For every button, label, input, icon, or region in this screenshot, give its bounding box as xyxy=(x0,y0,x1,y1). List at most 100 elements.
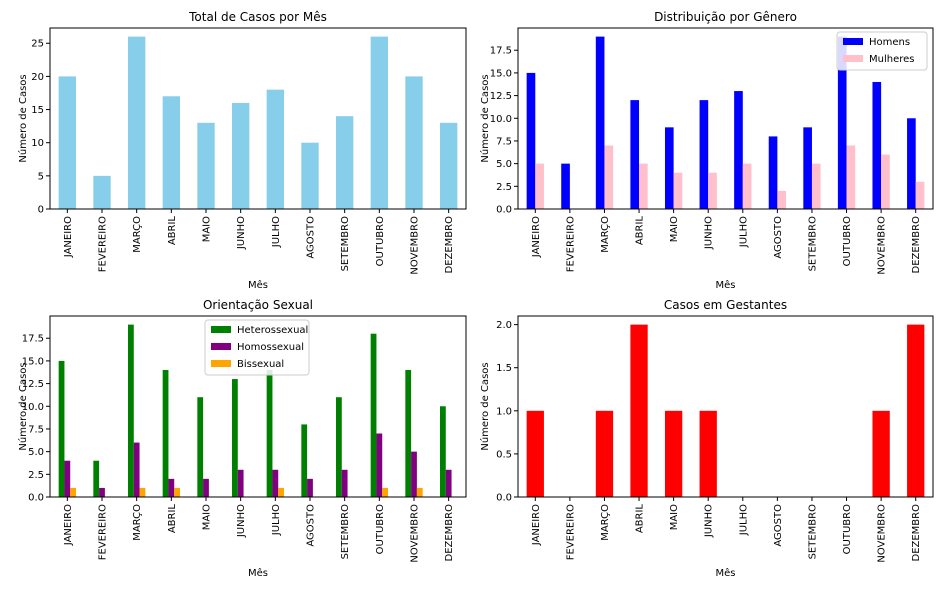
bar-value-dezembro xyxy=(440,122,458,209)
bar-value-abril xyxy=(162,96,180,209)
bar-heterossexual-setembro xyxy=(336,397,342,497)
bar-heterossexual-fevereiro xyxy=(93,460,100,497)
bar-homossexual-julho xyxy=(272,469,279,497)
bar-value-junho xyxy=(232,102,250,209)
y-tick-label: 2.5 xyxy=(28,470,44,481)
bar-homossexual-janeiro xyxy=(64,460,71,497)
x-tick-label: JUNHO xyxy=(236,504,247,538)
bar-homossexual-setembro xyxy=(341,469,348,497)
legend-swatch-heterossexual xyxy=(211,326,231,333)
x-tick-label: AGOSTO xyxy=(773,504,784,547)
legend-label-bissexual: Bissexual xyxy=(237,359,284,370)
bar-value-junho xyxy=(699,410,717,497)
bar-homens-fevereiro xyxy=(561,163,570,209)
bar-mulheres-julho xyxy=(742,163,752,209)
bar-mulheres-novembro xyxy=(881,154,890,209)
x-tick-label: JANEIRO xyxy=(531,504,542,546)
bar-homossexual-maio xyxy=(203,478,209,497)
bar-homens-junho xyxy=(699,100,709,209)
x-tick-label: AGOSTO xyxy=(773,216,784,259)
x-tick-label: JUNHO xyxy=(236,216,247,250)
bar-heterossexual-agosto xyxy=(301,424,308,497)
bar-mulheres-agosto xyxy=(777,190,787,209)
bar-heterossexual-junho xyxy=(232,379,238,497)
legend-swatch-bissexual xyxy=(211,360,231,367)
chart-panel-4: 0.0 0.5 1.0 1.5 2.0 JANEIRO FEVEREIRO MARÇO ABRI… xyxy=(479,298,934,579)
bar-homossexual-abril xyxy=(168,478,175,497)
x-tick-label: ABRIL xyxy=(635,504,646,534)
legend-label-heterossexual: Heterossexual xyxy=(237,325,308,336)
x-tick-label: OUTUBRO xyxy=(842,216,853,266)
bar-homens-outubro xyxy=(837,36,847,209)
x-tick-label: JULHO xyxy=(271,504,282,536)
y-tick-label: 1.0 xyxy=(496,406,512,417)
y-tick-label: 0.0 xyxy=(496,493,512,504)
x-tick-label: JANEIRO xyxy=(63,504,74,546)
bar-value-outubro xyxy=(370,36,388,209)
bar-value-janeiro xyxy=(58,76,76,210)
x-tick-label: MARÇO xyxy=(600,216,611,253)
bar-mulheres-janeiro xyxy=(535,163,544,209)
bar-heterossexual-dezembro xyxy=(440,406,446,497)
bar-heterossexual-janeiro xyxy=(58,360,65,497)
bar-homossexual-junho xyxy=(237,469,244,497)
y-tick-label: 10.0 xyxy=(490,114,512,125)
bar-value-maio xyxy=(664,410,683,497)
y-tick-label: 0 xyxy=(38,205,44,216)
y-tick-label: 0.0 xyxy=(28,493,44,504)
x-tick-label: MAIO xyxy=(202,504,213,530)
y-tick-label: 5.0 xyxy=(28,447,44,458)
bar-homens-março xyxy=(595,36,605,209)
bar-homossexual-novembro xyxy=(411,451,417,497)
x-tick-label: JULHO xyxy=(738,504,749,536)
bar-heterossexual-novembro xyxy=(405,369,412,497)
bar-mulheres-setembro xyxy=(811,163,821,209)
y-tick-label: 12.5 xyxy=(490,91,512,102)
bar-homossexual-outubro xyxy=(376,433,383,497)
legend-swatch-homens xyxy=(843,38,863,45)
bar-homens-abril xyxy=(630,100,640,209)
x-tick-label: SETEMBRO xyxy=(340,504,351,560)
x-tick-label: MAIO xyxy=(669,216,680,242)
x-tick-label: OUTUBRO xyxy=(375,504,386,554)
y-tick-label: 20 xyxy=(31,72,44,83)
x-tick-label: MARÇO xyxy=(132,504,143,541)
y-axis-label: Número de Casos xyxy=(17,362,29,450)
x-tick-label: FEVEREIRO xyxy=(98,504,109,560)
plot-frame xyxy=(49,27,467,210)
x-tick-label: SETEMBRO xyxy=(807,504,818,560)
y-axis-label: Número de Casos xyxy=(479,74,491,162)
bar-homens-julho xyxy=(734,91,743,209)
bar-heterossexual-abril xyxy=(162,369,169,497)
y-axis-label: Número de Casos xyxy=(17,74,29,162)
bar-homens-setembro xyxy=(803,127,812,209)
y-tick-label: 0.0 xyxy=(496,205,512,216)
bar-value-novembro xyxy=(872,410,890,497)
x-tick-label: DEZEMBRO xyxy=(444,216,455,274)
legend-label-mulheres: Mulheres xyxy=(869,54,915,65)
bar-heterossexual-julho xyxy=(266,369,273,497)
bar-heterossexual-março xyxy=(128,324,134,497)
bar-homossexual-março xyxy=(133,442,140,497)
x-tick-label: JANEIRO xyxy=(531,216,542,258)
legend: Heterossexual Homossexual Bissexual xyxy=(204,319,310,376)
plot-frame xyxy=(49,315,467,498)
y-tick-label: 2.0 xyxy=(496,320,512,331)
legend: Homens Mulheres xyxy=(836,31,928,71)
bar-heterossexual-maio xyxy=(197,397,204,497)
bar-value-dezembro xyxy=(907,324,925,497)
bar-value-março xyxy=(595,410,614,497)
bar-bissexual-janeiro xyxy=(70,487,76,497)
x-tick-label: NOVEMBRO xyxy=(877,504,888,563)
legend-swatch-mulheres xyxy=(843,55,863,62)
x-tick-label: DEZEMBRO xyxy=(911,216,922,274)
y-tick-label: 7.5 xyxy=(28,424,44,435)
bar-homossexual-fevereiro xyxy=(99,487,105,497)
bar-mulheres-abril xyxy=(639,163,648,209)
chart-panel-1: 0 5 10 15 20 25 JANEIRO FEVEREIRO MARÇO ABRIL MAIO… xyxy=(17,10,467,291)
x-tick-label: MAIO xyxy=(669,504,680,530)
bar-mulheres-junho xyxy=(708,172,717,209)
bar-homens-agosto xyxy=(768,136,778,209)
bar-bissexual-novembro xyxy=(416,487,423,497)
x-tick-label: MARÇO xyxy=(600,504,611,541)
